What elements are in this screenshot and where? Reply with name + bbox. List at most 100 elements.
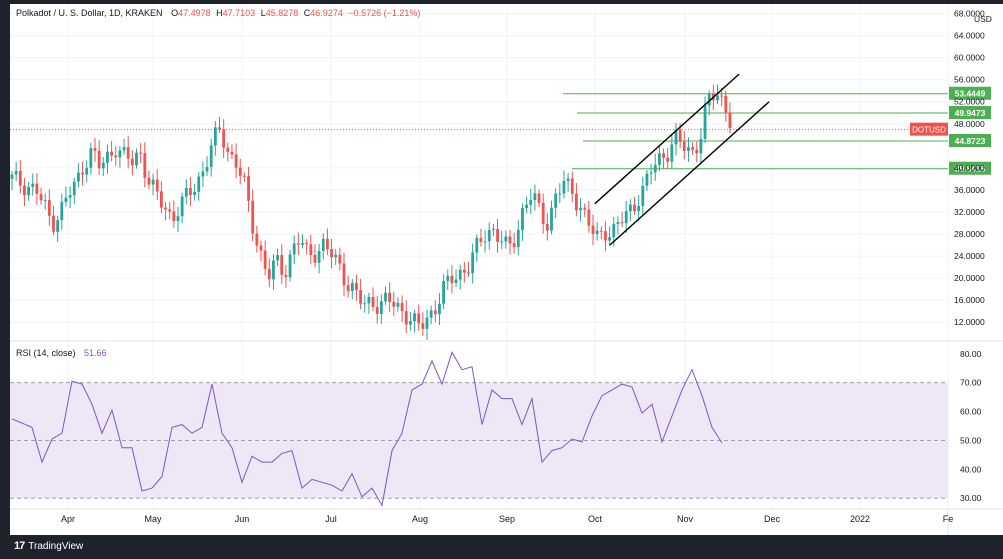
- candle-body: [529, 199, 533, 205]
- candle-body: [658, 153, 661, 165]
- candle-body: [305, 243, 309, 245]
- candle-body: [512, 243, 516, 248]
- candle-body: [670, 144, 674, 162]
- candle-body: [707, 93, 711, 106]
- candle-body: [446, 275, 450, 281]
- time-tick-label: Nov: [677, 514, 694, 524]
- candle-body: [566, 178, 570, 181]
- price-tick-label: 32.0000: [954, 207, 985, 217]
- candle-body: [280, 255, 284, 275]
- price-tick-label: 16.0000: [954, 295, 985, 305]
- candle-body: [296, 243, 300, 245]
- candle-body: [218, 127, 221, 130]
- candle-body: [259, 245, 263, 251]
- rsi-tick-label: 60.00: [960, 407, 982, 417]
- high-value: 47.7103: [222, 8, 256, 18]
- candle-body: [342, 263, 346, 286]
- rsi-tick-label: 30.00: [960, 493, 982, 503]
- candle-body: [591, 225, 595, 235]
- price-tick-label: 12.0000: [954, 317, 985, 327]
- level-badge-bg: [949, 106, 991, 120]
- candle-body: [350, 283, 354, 291]
- rsi-tick-label: 70.00: [960, 378, 982, 388]
- candle-body: [720, 95, 724, 97]
- candle-body: [400, 302, 404, 312]
- candle-body: [292, 243, 296, 255]
- time-tick-label: Apr: [61, 514, 75, 524]
- candle-body: [122, 147, 126, 151]
- price-tick-label: 68.0000: [954, 9, 985, 19]
- candle-body: [379, 301, 383, 314]
- candle-body: [97, 150, 101, 169]
- level-badge-bg: [949, 86, 991, 100]
- price-tick-label: 40.0000: [954, 163, 985, 173]
- candle-body: [267, 268, 271, 280]
- candle-body: [695, 149, 699, 154]
- candle-body: [562, 180, 566, 194]
- tradingview-logo[interactable]: 17 TradingView: [14, 540, 83, 552]
- candle-body: [500, 241, 504, 243]
- symbol-title[interactable]: Polkadot / U. S. Dollar, 1D, KRAKEN: [16, 8, 163, 18]
- candle-body: [93, 148, 97, 151]
- candle-body: [413, 313, 416, 322]
- candle-body: [645, 173, 649, 186]
- change-value: −0.5726 (−1.21%): [348, 8, 421, 18]
- candle-body: [222, 129, 226, 148]
- candle-body: [101, 162, 105, 169]
- candle-body: [525, 204, 528, 208]
- candle-body: [620, 222, 624, 224]
- candle-body: [575, 193, 578, 211]
- candle-body: [678, 129, 682, 142]
- candle-body: [595, 230, 599, 235]
- candle-body: [189, 187, 192, 196]
- candle-body: [284, 274, 288, 278]
- time-tick-label: Fe: [943, 514, 954, 524]
- candle-body: [375, 306, 379, 314]
- time-tick-label: 2022: [850, 514, 870, 524]
- candle-body: [554, 193, 558, 208]
- candle-body: [85, 167, 89, 175]
- candle-body: [516, 230, 520, 248]
- candle-body: [247, 176, 250, 201]
- rsi-title[interactable]: RSI (14, close): [16, 348, 76, 358]
- time-tick-label: Jul: [325, 514, 337, 524]
- candle-body: [359, 289, 362, 304]
- candle-body: [409, 321, 412, 325]
- level-label: 39.8416: [955, 164, 986, 174]
- candle-body: [288, 254, 292, 278]
- candle-body: [662, 153, 665, 158]
- price-badge-bg: [910, 122, 948, 136]
- candle-body: [475, 237, 479, 253]
- candle-body: [151, 179, 155, 185]
- candle-body: [425, 317, 429, 329]
- price-tick-label: 56.0000: [954, 75, 985, 85]
- candle-body: [23, 185, 26, 196]
- candle-body: [371, 297, 375, 307]
- candle-body: [77, 172, 80, 182]
- candle-body: [301, 243, 304, 245]
- price-tick-label: 28.0000: [954, 229, 985, 239]
- candle-body: [587, 209, 591, 226]
- candle-body: [421, 323, 425, 329]
- candle-body: [724, 95, 728, 113]
- candle-body: [467, 272, 470, 274]
- candle-body: [471, 252, 475, 274]
- candle-body: [649, 172, 653, 174]
- price-tick-label: 48.0000: [954, 119, 985, 129]
- chart-canvas[interactable]: DOTUSD 53.4449 49.9473 44.8723 39.8416 12.00…: [10, 4, 1003, 535]
- candle-body: [130, 158, 134, 166]
- candle-body: [674, 129, 678, 145]
- tradingview-brand: TradingView: [28, 540, 84, 552]
- rsi-tick-label: 50.00: [960, 435, 982, 445]
- time-tick-label: Jun: [235, 514, 250, 524]
- candle-body: [492, 229, 495, 231]
- level-badge-bg: [949, 161, 991, 175]
- candle-body: [728, 112, 732, 129]
- candle-body: [64, 197, 68, 202]
- candle-body: [176, 216, 180, 222]
- time-tick-label: Oct: [588, 514, 603, 524]
- candle-body: [47, 200, 51, 216]
- candle-body: [508, 236, 512, 244]
- candle-body: [703, 105, 707, 139]
- candle-body: [433, 310, 437, 315]
